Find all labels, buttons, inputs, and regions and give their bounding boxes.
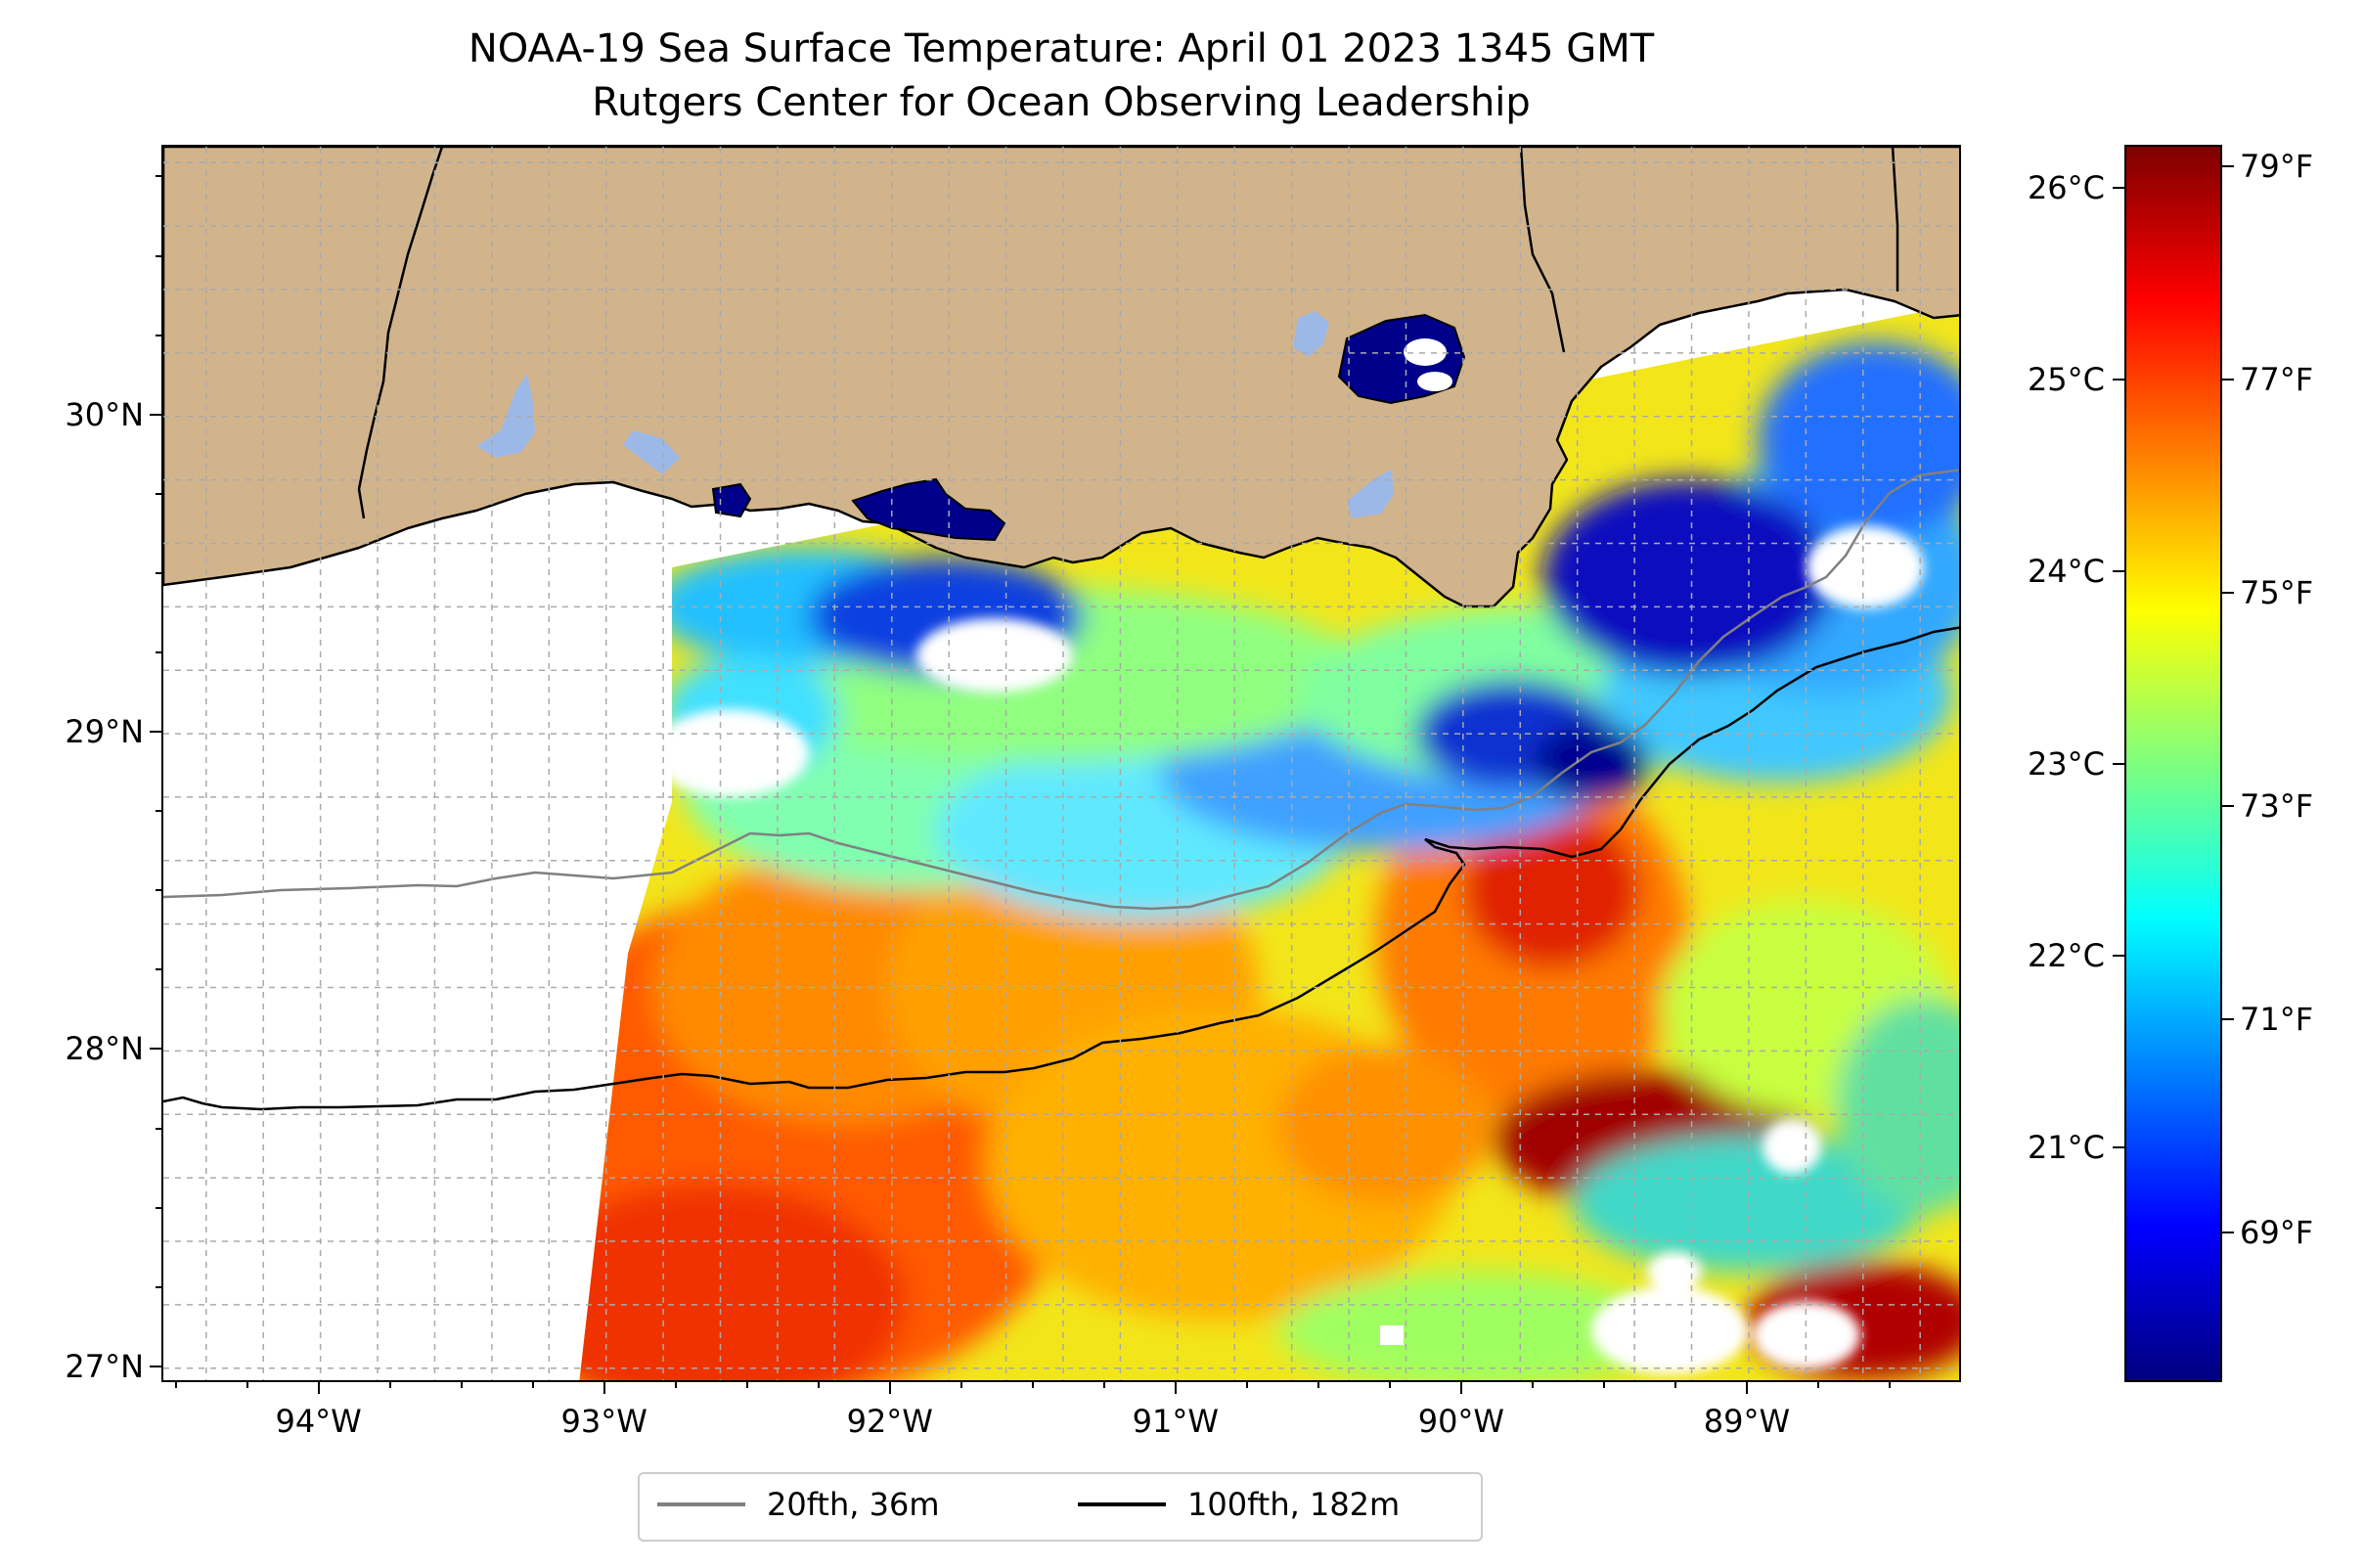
major-tick-x bbox=[317, 1382, 320, 1394]
major-tick-y bbox=[150, 413, 161, 416]
minor-tick-x bbox=[531, 1382, 534, 1388]
state-boundary bbox=[357, 147, 444, 519]
colorbar-tick-c bbox=[2113, 186, 2124, 189]
legend-label-20fth: 20fth, 36m bbox=[767, 1486, 940, 1523]
colorbar-label-c: 25°C bbox=[2027, 360, 2105, 398]
minor-tick-y bbox=[156, 571, 161, 574]
colorbar-tick-c bbox=[2113, 1146, 2124, 1149]
major-tick-x bbox=[888, 1382, 891, 1394]
minor-tick-x bbox=[1245, 1382, 1248, 1388]
lon-tick-label: 92°W bbox=[846, 1403, 933, 1440]
colorbar-label-c: 23°C bbox=[2027, 744, 2105, 783]
colorbar bbox=[2124, 145, 2222, 1382]
lat-tick-label: 29°N bbox=[65, 713, 144, 751]
map-subtitle: Rutgers Center for Ocean Observing Leade… bbox=[592, 80, 1531, 125]
legend-item-100fth: 100fth, 182m bbox=[1078, 1486, 1400, 1523]
colorbar-tick-c bbox=[2113, 954, 2124, 957]
major-tick-x bbox=[1459, 1382, 1462, 1394]
minor-tick-x bbox=[817, 1382, 820, 1388]
minor-tick-x bbox=[1602, 1382, 1605, 1388]
lake-clouds bbox=[1404, 338, 1452, 391]
colorbar-tick-c bbox=[2113, 570, 2124, 573]
minor-tick-x bbox=[1816, 1382, 1819, 1388]
lon-tick-label: 94°W bbox=[275, 1403, 362, 1440]
minor-tick-x bbox=[745, 1382, 748, 1388]
sst-map bbox=[161, 145, 1961, 1382]
lat-tick-label: 30°N bbox=[65, 395, 144, 433]
minor-tick-x bbox=[1673, 1382, 1676, 1388]
minor-tick-x bbox=[959, 1382, 962, 1388]
lon-tick-label: 91°W bbox=[1132, 1403, 1219, 1440]
minor-tick-y bbox=[156, 889, 161, 892]
minor-tick-x bbox=[1888, 1382, 1891, 1388]
minor-tick-x bbox=[674, 1382, 677, 1388]
major-tick-x bbox=[602, 1382, 605, 1394]
colorbar-tick-f bbox=[2222, 1018, 2234, 1021]
lakes bbox=[476, 311, 1394, 518]
isobath-legend: 20fth, 36m 100fth, 182m bbox=[638, 1472, 1483, 1542]
minor-tick-y bbox=[156, 254, 161, 257]
colorbar-tick-f bbox=[2222, 378, 2234, 381]
colorbar-label-f: 73°F bbox=[2240, 787, 2314, 826]
minor-tick-y bbox=[156, 1206, 161, 1209]
legend-swatch-20fth bbox=[657, 1502, 745, 1506]
lon-tick-label: 93°W bbox=[560, 1403, 647, 1440]
colorbar-tick-f bbox=[2222, 592, 2234, 595]
minor-tick-x bbox=[1388, 1382, 1391, 1388]
minor-tick-x bbox=[174, 1382, 177, 1388]
colorbar-label-f: 75°F bbox=[2240, 574, 2314, 612]
major-tick-x bbox=[1174, 1382, 1177, 1394]
colorbar-tick-f bbox=[2222, 164, 2234, 167]
major-tick-y bbox=[150, 731, 161, 734]
major-tick-y bbox=[150, 1048, 161, 1051]
colorbar-tick-f bbox=[2222, 1232, 2234, 1234]
major-tick-y bbox=[150, 1365, 161, 1367]
minor-tick-x bbox=[1531, 1382, 1534, 1388]
colorbar-label-c: 21°C bbox=[2027, 1129, 2105, 1167]
colorbar-label-f: 77°F bbox=[2240, 360, 2314, 398]
minor-tick-x bbox=[1031, 1382, 1034, 1388]
colorbar-label-c: 26°C bbox=[2027, 168, 2105, 206]
minor-tick-y bbox=[156, 810, 161, 813]
isobath-100fth bbox=[163, 626, 1959, 1111]
lon-tick-label: 89°W bbox=[1703, 1403, 1791, 1440]
map-title: NOAA-19 Sea Surface Temperature: April 0… bbox=[468, 26, 1655, 71]
minor-tick-y bbox=[156, 650, 161, 653]
colorbar-tick-f bbox=[2222, 805, 2234, 808]
legend-swatch-100fth bbox=[1078, 1502, 1166, 1506]
state-boundary-east bbox=[1519, 147, 1566, 353]
colorbar-label-c: 22°C bbox=[2027, 936, 2105, 974]
legend-label-100fth: 100fth, 182m bbox=[1187, 1486, 1401, 1523]
minor-tick-y bbox=[156, 1285, 161, 1288]
lat-tick-label: 27°N bbox=[65, 1347, 144, 1385]
colorbar-tick-c bbox=[2113, 378, 2124, 381]
minor-tick-y bbox=[156, 492, 161, 495]
colorbar-label-f: 71°F bbox=[2240, 1001, 2314, 1039]
minor-tick-y bbox=[156, 175, 161, 178]
colorbar-label-f: 69°F bbox=[2240, 1214, 2314, 1252]
major-tick-x bbox=[1745, 1382, 1748, 1394]
colorbar-label-f: 79°F bbox=[2240, 147, 2314, 185]
colorbar-label-c: 24°C bbox=[2027, 553, 2105, 591]
minor-tick-x bbox=[245, 1382, 248, 1388]
minor-tick-y bbox=[156, 1127, 161, 1130]
colorbar-tick-c bbox=[2113, 762, 2124, 765]
lon-tick-label: 90°W bbox=[1417, 1403, 1505, 1440]
lat-tick-label: 28°N bbox=[65, 1030, 144, 1068]
minor-tick-x bbox=[1316, 1382, 1319, 1388]
sst-map-canvas bbox=[163, 147, 1959, 1380]
minor-tick-y bbox=[156, 334, 161, 336]
minor-tick-y bbox=[156, 968, 161, 971]
isobath-20fth bbox=[163, 469, 1959, 911]
minor-tick-x bbox=[1102, 1382, 1105, 1388]
minor-tick-x bbox=[460, 1382, 463, 1388]
state-boundary-east2 bbox=[1891, 147, 1899, 291]
minor-tick-x bbox=[388, 1382, 391, 1388]
legend-item-20fth: 20fth, 36m bbox=[657, 1486, 939, 1523]
